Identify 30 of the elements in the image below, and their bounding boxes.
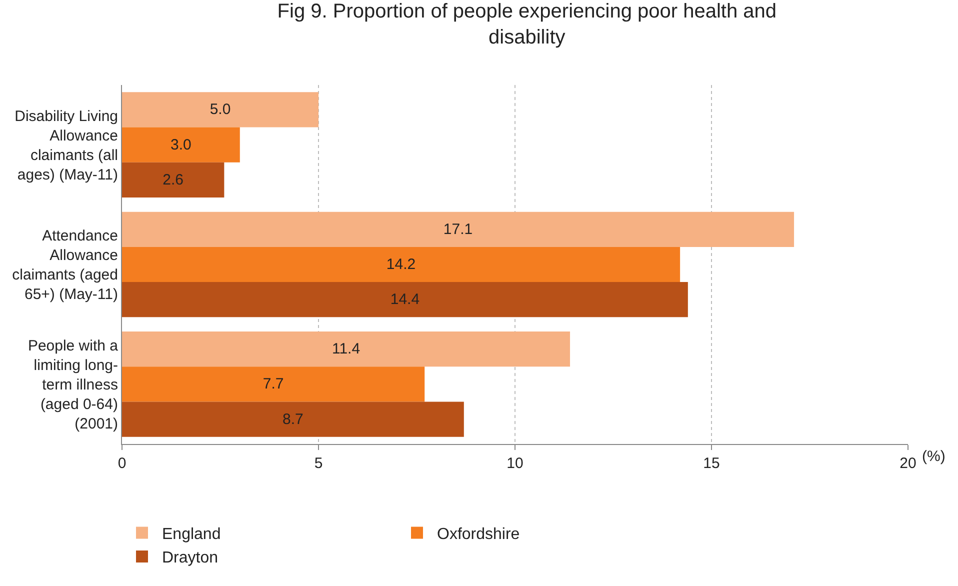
data-label: 3.0 [170,136,192,154]
data-label: 14.2 [386,256,416,273]
y-tick-label: Disability Living Allowance claimants (all ages) (May-11) [14,108,118,184]
y-tick-label: People with a limiting long-term illness (aged 0-64) (2001) [28,337,119,432]
bar [122,246,680,282]
y-tick-label: Attendance Allowance claimants (aged 65+) (May-11) [12,228,118,303]
bar [122,212,794,247]
bar [122,92,318,128]
chart-title: Fig 9. Proportion of people experiencing poor health and disability [277,0,777,49]
data-label: 8.7 [282,410,304,428]
data-label: 5.0 [210,101,231,118]
x-axis-title: (%) [922,448,946,465]
x-tick-label: 5 [314,455,323,472]
data-label: 11.4 [332,340,360,358]
legend-label: England [162,526,221,543]
x-tick-label: 20 [900,455,916,472]
bar [122,162,224,198]
bar [122,366,425,402]
bar [122,332,570,367]
bar [122,127,240,162]
x-tick-label: 0 [118,455,126,472]
bar [122,282,688,318]
data-label: 2.6 [162,171,184,188]
data-label: 17.1 [443,220,473,238]
x-tick-label: 15 [703,455,720,472]
legend-label: Oxfordshire [437,526,520,543]
bar [122,402,464,437]
data-label: 7.7 [262,376,284,393]
x-tick-label: 10 [506,455,524,472]
data-label: 14.4 [390,291,420,308]
